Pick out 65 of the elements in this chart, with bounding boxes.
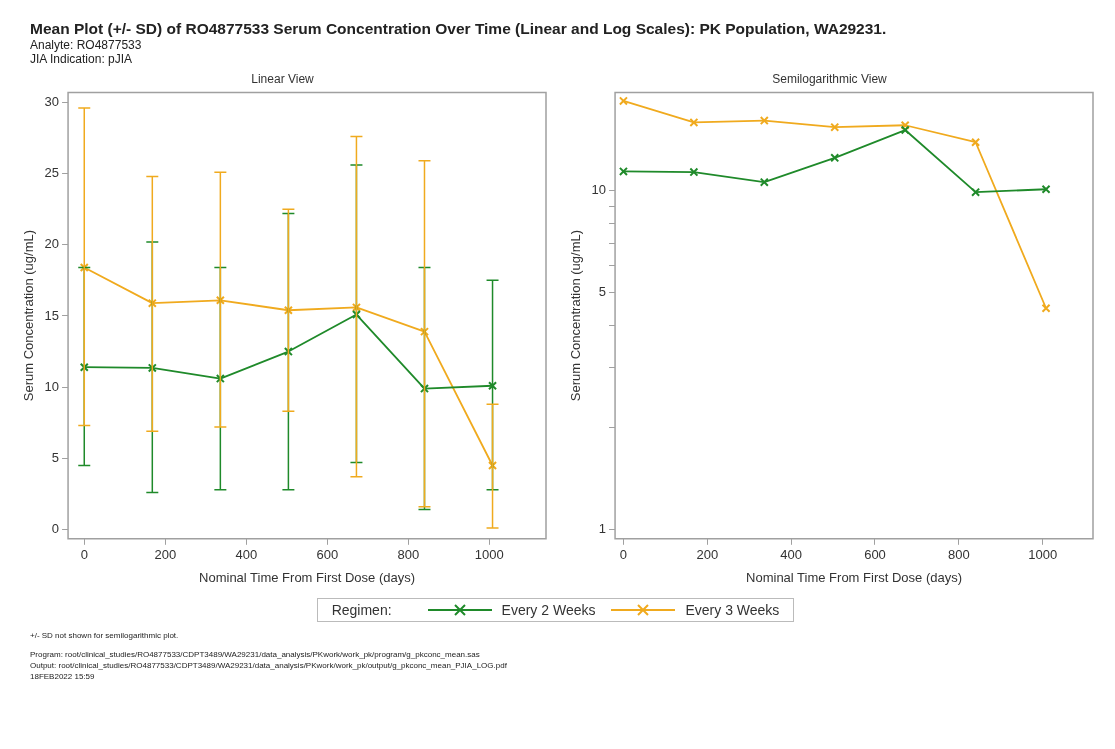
x-tick-label: 800 (397, 547, 420, 563)
text: 18FEB2022 15:59 (30, 671, 96, 682)
point (351, 302, 361, 312)
point (900, 125, 910, 135)
point (79, 263, 89, 273)
text: Output: root/clinical_studies/RO4877533/CDPT3489/WA29231/data_analysis/PKwork/work_pk/output/g_pkconc_mean_PJIA_LOG.pdf (30, 660, 508, 671)
text: Analyte: RO4877533 JIA Indication: pJIA (30, 38, 143, 66)
point (147, 363, 157, 373)
point (618, 96, 628, 106)
point (488, 381, 498, 391)
text: Mean Plot (+/- SD) of RO4877533 Serum Concentration Over Time (Linear and Log Scales): PK Population, WA29231. (30, 20, 888, 38)
point (971, 187, 981, 197)
point (900, 120, 910, 130)
point (759, 177, 769, 187)
point (283, 305, 293, 315)
x-tick-label: 400 (780, 547, 802, 563)
x-axis-title: Nominal Time From First Dose (days) (746, 569, 963, 585)
text: Program: root/clinical_studies/RO4877533/CDPT3489/WA29231/data_analysis/PKwork/work_pk/program/g_pkconc_mean.sas (30, 649, 481, 660)
point (689, 117, 699, 127)
x-axis-title: Nominal Time From First Dose (days) (199, 569, 416, 585)
point (830, 122, 840, 132)
y-tick-label: 5 (51, 449, 60, 465)
point (759, 116, 769, 126)
point (351, 310, 361, 320)
point (147, 298, 157, 308)
y-tick-label: 20 (44, 236, 60, 252)
y-tick-label: 25 (44, 165, 60, 181)
y-tick-label: 10 (44, 378, 60, 394)
point (830, 153, 840, 163)
point (215, 295, 225, 305)
x-tick-label: 600 (316, 547, 339, 563)
point (971, 137, 981, 147)
point (1041, 303, 1051, 313)
point (419, 327, 430, 337)
y-tick-label: 1 (598, 521, 607, 537)
point (215, 374, 225, 384)
text: +/- SD not shown for semilogarithmic plot. (30, 630, 180, 641)
x-tick-label: 600 (864, 547, 886, 563)
point (79, 362, 89, 372)
x-tick-label: 1000 (1028, 547, 1058, 563)
y-tick-label: 15 (44, 307, 60, 323)
point (618, 166, 628, 176)
legend-title: Regimen: (331, 602, 392, 618)
x-tick-label: 0 (80, 547, 88, 563)
x-tick-label: 1000 (474, 547, 504, 563)
y-tick-label: 10 (591, 182, 607, 198)
point (1041, 184, 1051, 194)
y-tick-label: 30 (44, 93, 60, 109)
y-axis-title: Serum Concentration (ug/mL) (21, 229, 37, 402)
legend-label: Every 3 Weeks (685, 602, 780, 618)
point (419, 384, 430, 394)
point (488, 460, 498, 470)
x-tick-label: 400 (235, 547, 258, 563)
y-tick-label: 0 (51, 521, 60, 537)
y-tick-label: 5 (598, 284, 607, 300)
point (689, 167, 699, 177)
x-tick-label: 800 (947, 547, 970, 563)
y-axis-title: Serum Concentration (ug/mL) (568, 229, 584, 402)
point (283, 347, 293, 357)
x-tick-label: 0 (619, 547, 628, 563)
chart-title: Linear View (251, 71, 315, 86)
x-tick-label: 200 (696, 547, 719, 563)
x-tick-label: 200 (154, 547, 177, 563)
legend-label: Every 2 Weeks (501, 602, 596, 618)
chart-title: Semilogarithmic View (772, 71, 888, 86)
